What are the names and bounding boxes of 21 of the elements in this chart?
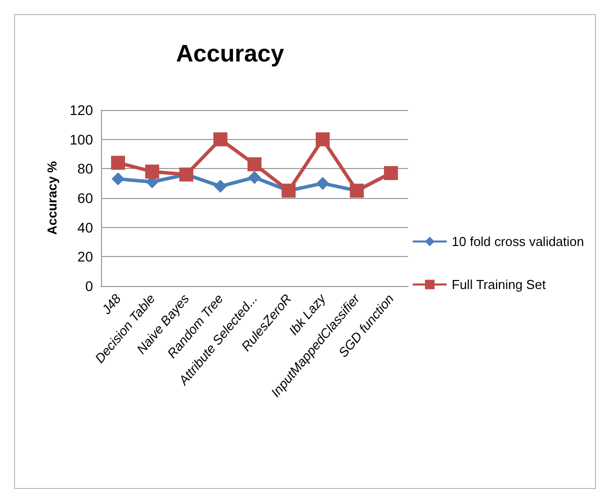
y-tick-label: 0 [85,278,94,294]
point [111,156,126,170]
chart-title: Accuracy [176,40,285,68]
point [214,180,227,193]
point [248,157,262,172]
point [112,172,125,186]
y-tick-label: 100 [70,131,94,148]
point [316,176,330,190]
point [248,170,261,184]
y-axis-title: Accuracy % [44,160,60,235]
y-tick-label: 20 [77,248,94,265]
x-tick-label: J48 [98,290,124,318]
y-tick-label: 80 [77,160,94,177]
point [316,132,330,146]
y-tick-label: 120 [70,102,94,118]
point [213,132,228,146]
y-tick-label: 40 [77,219,94,236]
legend-label: 10 fold cross validation [452,234,584,249]
y-tick-label: 60 [77,190,94,206]
point [145,164,160,179]
legend-label: Full Training Set [452,277,546,292]
